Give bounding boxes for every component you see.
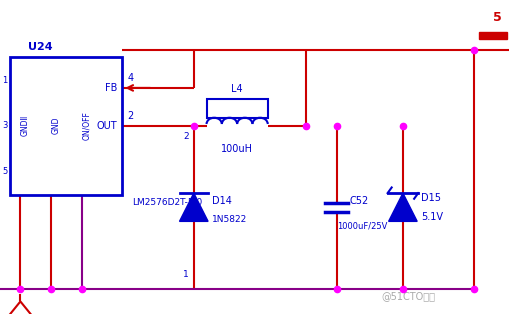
Bar bbox=[478, 32, 506, 39]
Text: 5: 5 bbox=[492, 11, 501, 24]
Text: @51CTO博客: @51CTO博客 bbox=[380, 291, 434, 301]
Bar bbox=[10, 57, 122, 195]
Text: 4: 4 bbox=[127, 73, 133, 83]
Text: D14: D14 bbox=[211, 196, 231, 206]
Text: GNDⅡ: GNDⅡ bbox=[21, 115, 30, 136]
Text: 1000uF/25V: 1000uF/25V bbox=[336, 222, 386, 230]
Text: ON/OFF: ON/OFF bbox=[82, 111, 91, 140]
Text: GND: GND bbox=[51, 117, 61, 134]
Text: 2: 2 bbox=[127, 111, 133, 121]
Polygon shape bbox=[179, 193, 208, 221]
Text: C52: C52 bbox=[349, 196, 368, 206]
Text: OUT: OUT bbox=[97, 121, 117, 131]
Text: 1: 1 bbox=[3, 75, 8, 84]
Bar bbox=[206, 99, 267, 118]
Text: LM2576D2T-5.0: LM2576D2T-5.0 bbox=[132, 198, 203, 207]
Text: 100uH: 100uH bbox=[221, 144, 252, 154]
Text: 3: 3 bbox=[2, 121, 8, 130]
Text: 5: 5 bbox=[3, 167, 8, 176]
Text: 1: 1 bbox=[183, 270, 188, 279]
Text: FB: FB bbox=[105, 83, 117, 93]
Text: 1N5822: 1N5822 bbox=[211, 215, 246, 224]
Text: L4: L4 bbox=[231, 84, 242, 94]
Text: U24: U24 bbox=[29, 42, 53, 52]
Text: 5.1V: 5.1V bbox=[420, 212, 442, 222]
Text: 2: 2 bbox=[183, 132, 188, 141]
Polygon shape bbox=[388, 193, 416, 221]
Text: D15: D15 bbox=[420, 193, 440, 203]
